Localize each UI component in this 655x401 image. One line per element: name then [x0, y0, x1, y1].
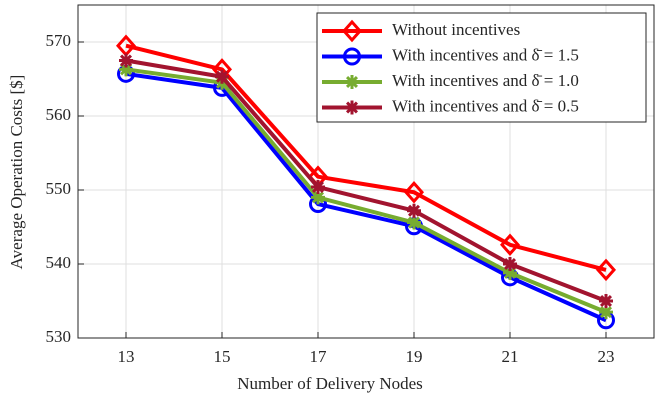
- data-point: [119, 62, 133, 77]
- x-tick-label: 15: [214, 347, 231, 366]
- series-line: [125, 58, 607, 303]
- data-point: [599, 294, 613, 308]
- data-point: [215, 69, 229, 84]
- x-tick-label: 23: [598, 347, 615, 366]
- x-axis-label: Number of Delivery Nodes: [237, 374, 423, 393]
- legend-label: Without incentives: [392, 20, 520, 39]
- y-axis-label: Average Operation Costs [$]: [7, 75, 26, 270]
- data-point: [503, 257, 517, 271]
- data-point: [499, 233, 521, 257]
- legend-marker: [343, 47, 361, 66]
- x-tick-label: 13: [118, 347, 135, 366]
- x-tick-label: 19: [406, 347, 423, 366]
- data-point: [503, 265, 517, 280]
- legend: Without incentives With incentives and δ̄…: [316, 12, 647, 123]
- data-point: [599, 305, 613, 320]
- legend-marker: [345, 100, 359, 115]
- data-point: [407, 203, 421, 218]
- x-tick-label: 21: [502, 347, 519, 366]
- y-tick-label: 540: [46, 253, 72, 272]
- data-point: [119, 53, 133, 68]
- legend-label: With incentives and δ̄ = 1.0: [392, 71, 579, 90]
- y-tick-label: 530: [46, 327, 72, 346]
- legend-label: With incentives and δ̄ = 1.5: [392, 45, 579, 64]
- y-tick-label: 560: [46, 105, 72, 124]
- data-point: [311, 190, 325, 205]
- series-line: [125, 67, 607, 314]
- x-tick-label: 17: [310, 347, 328, 366]
- series-line: [125, 71, 607, 323]
- series-line: [125, 43, 607, 272]
- axes-box: [77, 4, 655, 339]
- y-tick-label: 550: [46, 179, 72, 198]
- legend-marker: [345, 75, 359, 89]
- data-point: [595, 258, 617, 282]
- legend-label: With incentives and δ̄ = 0.5: [392, 96, 579, 115]
- data-point: [311, 180, 325, 195]
- data-point: [403, 180, 425, 204]
- legend-marker: [341, 19, 363, 43]
- y-tick-label: 570: [46, 31, 72, 50]
- data-point: [407, 215, 421, 230]
